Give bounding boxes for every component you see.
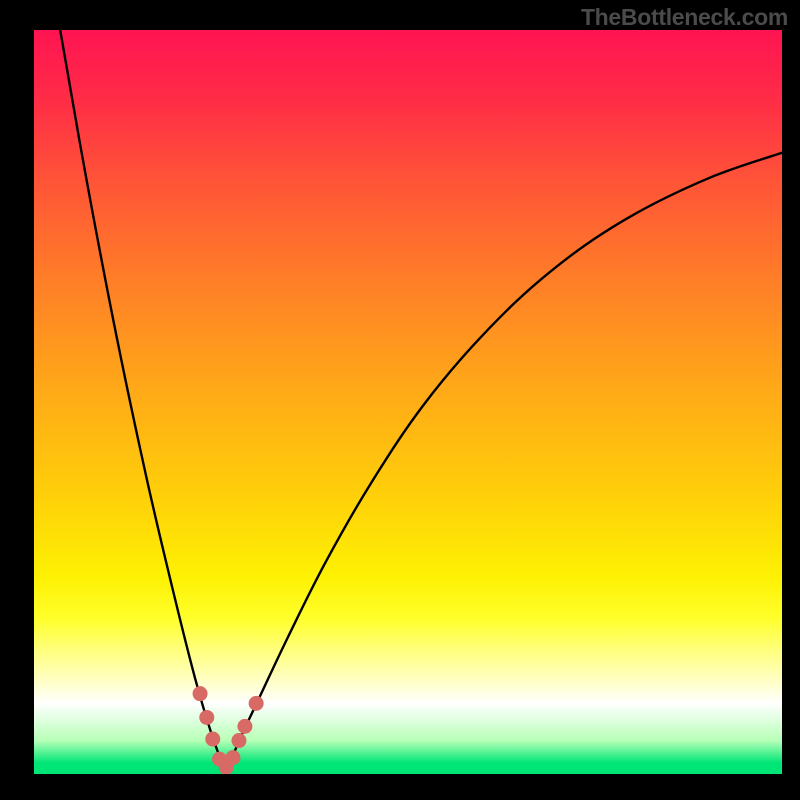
watermark-text: TheBottleneck.com xyxy=(581,4,788,31)
marker-point xyxy=(200,710,214,724)
chart-svg xyxy=(34,30,782,774)
curve-right-branch xyxy=(226,153,782,774)
marker-point xyxy=(226,751,240,765)
chart-root: TheBottleneck.com xyxy=(0,0,800,800)
plot-area xyxy=(34,30,782,774)
marker-point xyxy=(193,687,207,701)
marker-point xyxy=(232,734,246,748)
marker-point xyxy=(206,732,220,746)
curve-left-branch xyxy=(60,30,226,774)
marker-point xyxy=(249,696,263,710)
marker-point xyxy=(238,719,252,733)
